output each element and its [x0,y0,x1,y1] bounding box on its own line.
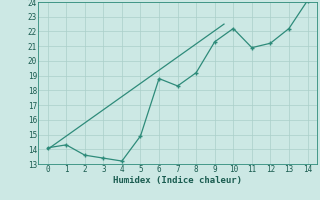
X-axis label: Humidex (Indice chaleur): Humidex (Indice chaleur) [113,176,242,185]
